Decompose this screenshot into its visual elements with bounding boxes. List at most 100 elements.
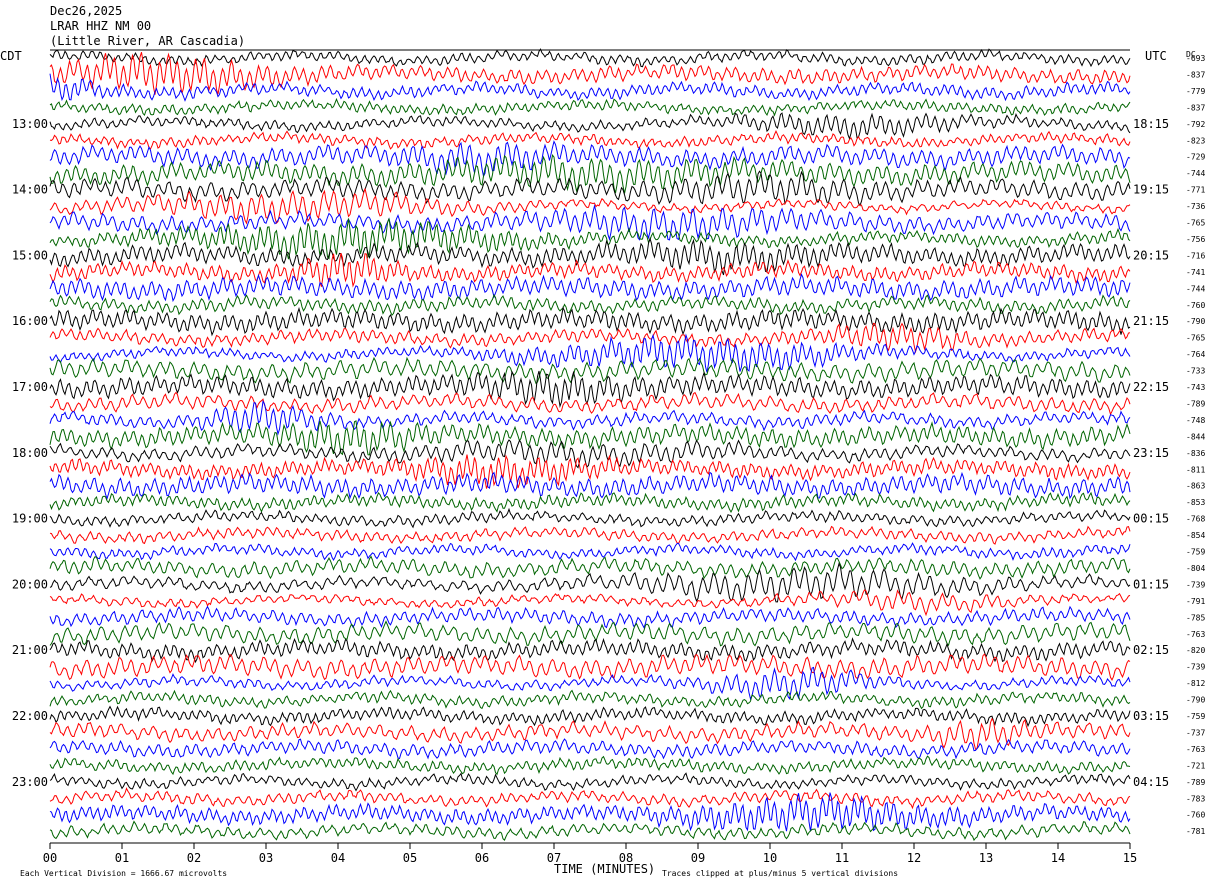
dc-offset-label: -739 xyxy=(1186,580,1205,589)
dc-offset-label: -781 xyxy=(1186,827,1205,836)
dc-offset-label: -756 xyxy=(1186,235,1205,244)
x-tick-label: 12 xyxy=(907,851,921,865)
seismic-trace xyxy=(49,154,1131,194)
dc-offset-label: -760 xyxy=(1186,811,1205,820)
x-tick-label: 07 xyxy=(547,851,561,865)
seismic-trace xyxy=(49,272,1131,303)
right-time-label: 04:15 xyxy=(1133,775,1169,789)
dc-offset-label: -812 xyxy=(1186,679,1205,688)
dc-offset-label: -741 xyxy=(1186,268,1205,277)
seismic-trace xyxy=(49,820,1131,842)
dc-offset-label: -716 xyxy=(1186,251,1205,260)
seismic-trace xyxy=(49,97,1131,117)
seismic-trace xyxy=(49,391,1131,416)
seismic-trace xyxy=(49,48,1131,68)
x-tick-label: 15 xyxy=(1123,851,1137,865)
seismic-trace xyxy=(49,420,1131,456)
seismic-trace xyxy=(49,204,1131,242)
seismic-trace xyxy=(49,333,1131,373)
dc-offset-label: -853 xyxy=(1186,498,1205,507)
seismic-trace xyxy=(49,620,1131,647)
dc-offset-label: -737 xyxy=(1186,728,1205,737)
header-station: LRAR HHZ NM 00 xyxy=(50,19,152,33)
seismic-trace xyxy=(49,293,1131,317)
dc-offset-label: -790 xyxy=(1186,317,1205,326)
seismic-trace xyxy=(49,218,1131,260)
seismic-trace xyxy=(49,471,1131,501)
seismic-trace xyxy=(49,491,1131,514)
dc-offset-label: -729 xyxy=(1186,153,1205,162)
right-time-label: 19:15 xyxy=(1133,183,1169,197)
seismic-trace xyxy=(49,787,1131,810)
dc-offset-label: -739 xyxy=(1186,663,1205,672)
x-tick-label: 04 xyxy=(331,851,345,865)
seismic-trace xyxy=(49,130,1131,150)
seismic-trace xyxy=(49,653,1131,681)
dc-offset-label: -820 xyxy=(1186,646,1205,655)
dc-offset-label: -744 xyxy=(1186,284,1205,293)
seismic-trace xyxy=(49,454,1131,489)
seismic-trace xyxy=(49,738,1131,760)
dc-offset-label: -854 xyxy=(1186,531,1205,540)
dc-offset-label: -768 xyxy=(1186,515,1205,524)
x-axis-title: TIME (MINUTES) xyxy=(554,862,655,876)
dc-offset-label: -764 xyxy=(1186,350,1205,359)
dc-offset-label: -837 xyxy=(1186,103,1205,112)
left-time-label: 15:00 xyxy=(12,248,48,262)
right-time-label: 18:15 xyxy=(1133,117,1169,131)
seismic-trace xyxy=(49,637,1131,664)
dc-offset-label: -791 xyxy=(1186,597,1205,606)
x-tick-label: 05 xyxy=(403,851,417,865)
x-axis-ticks: 00 01 02 03 04 05 06 07 08 09 10 11 12 13 14 15 xyxy=(43,843,1137,865)
left-time-label: 16:00 xyxy=(12,314,48,328)
dc-offset-label: -721 xyxy=(1186,761,1205,770)
dc-offset-label: -811 xyxy=(1186,465,1205,474)
seismic-trace xyxy=(49,140,1131,178)
dc-offset-label: -693 xyxy=(1186,54,1205,63)
dc-offset-label: -771 xyxy=(1186,186,1205,195)
seismic-trace xyxy=(49,236,1131,276)
left-time-label: 23:00 xyxy=(12,775,48,789)
dc-offset-label: -836 xyxy=(1186,449,1205,458)
seismic-trace xyxy=(49,666,1131,701)
trace-group xyxy=(49,48,1131,842)
seismic-trace xyxy=(49,525,1131,545)
right-time-label: 20:15 xyxy=(1133,248,1169,262)
x-tick-label: 14 xyxy=(1051,851,1065,865)
dc-offset-label: -863 xyxy=(1186,482,1205,491)
footer-scale-note: Each Vertical Division = 1666.67 microvo… xyxy=(20,869,227,878)
left-time-label: 22:00 xyxy=(12,709,48,723)
seismic-trace xyxy=(49,507,1131,529)
seismic-trace xyxy=(49,755,1131,776)
dc-offset-label: -759 xyxy=(1186,548,1205,557)
seismic-trace xyxy=(49,562,1131,603)
x-tick-label: 11 xyxy=(835,851,849,865)
dc-offset-label: -763 xyxy=(1186,745,1205,754)
dc-offset-label: -792 xyxy=(1186,120,1205,129)
right-time-label: 01:15 xyxy=(1133,577,1169,591)
seismic-trace xyxy=(49,555,1131,580)
dc-offset-label: -763 xyxy=(1186,630,1205,639)
seismic-trace xyxy=(49,542,1131,562)
seismic-trace xyxy=(49,170,1131,207)
left-time-label: 21:00 xyxy=(12,643,48,657)
x-tick-label: 02 xyxy=(187,851,201,865)
seismic-trace xyxy=(49,705,1131,728)
dc-offset-label: -837 xyxy=(1186,70,1205,79)
dc-offset-label: -783 xyxy=(1186,794,1205,803)
right-zone-label: UTC xyxy=(1145,49,1167,63)
x-tick-label: 01 xyxy=(115,851,129,865)
seismic-trace xyxy=(49,52,1131,95)
dc-offset-label: -765 xyxy=(1186,219,1205,228)
seismic-trace xyxy=(49,439,1131,469)
left-time-label: 19:00 xyxy=(12,512,48,526)
x-tick-label: 08 xyxy=(619,851,633,865)
seismic-trace xyxy=(49,772,1131,792)
seismic-trace xyxy=(49,73,1131,102)
seismic-trace xyxy=(49,605,1131,629)
left-zone-label: CDT xyxy=(0,49,22,63)
dc-offset-label: -743 xyxy=(1186,383,1205,392)
seismic-trace xyxy=(49,717,1131,750)
dc-offset-label: -804 xyxy=(1186,564,1205,573)
